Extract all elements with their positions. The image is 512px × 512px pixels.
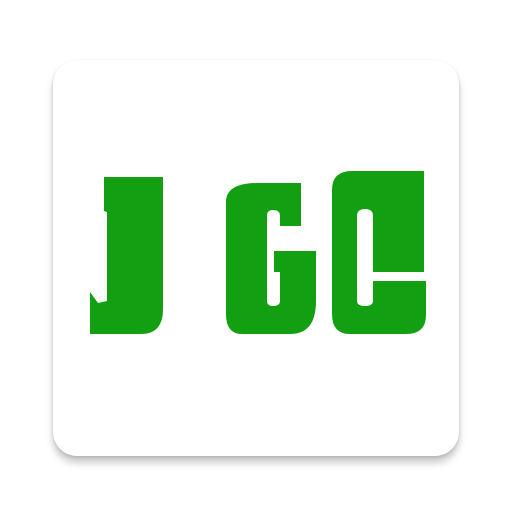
logo-text: JGC [0,0,1,1]
app-icon-tile[interactable] [53,60,459,456]
